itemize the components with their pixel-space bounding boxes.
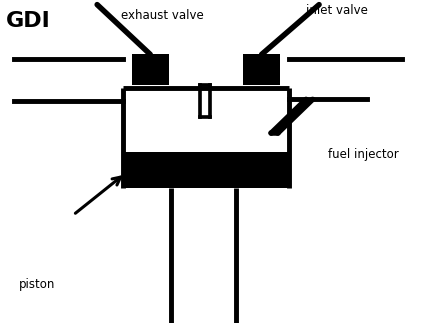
Bar (243, 54, 280, 85)
Text: spark plug: spark plug (206, 156, 268, 168)
Text: inlet valve: inlet valve (306, 4, 368, 17)
Text: GDI: GDI (6, 11, 50, 31)
Text: exhaust valve: exhaust valve (121, 9, 204, 22)
Text: fuel injector: fuel injector (328, 147, 399, 161)
Text: piston: piston (19, 278, 55, 291)
Bar (132, 54, 169, 85)
Bar (123, 152, 289, 188)
